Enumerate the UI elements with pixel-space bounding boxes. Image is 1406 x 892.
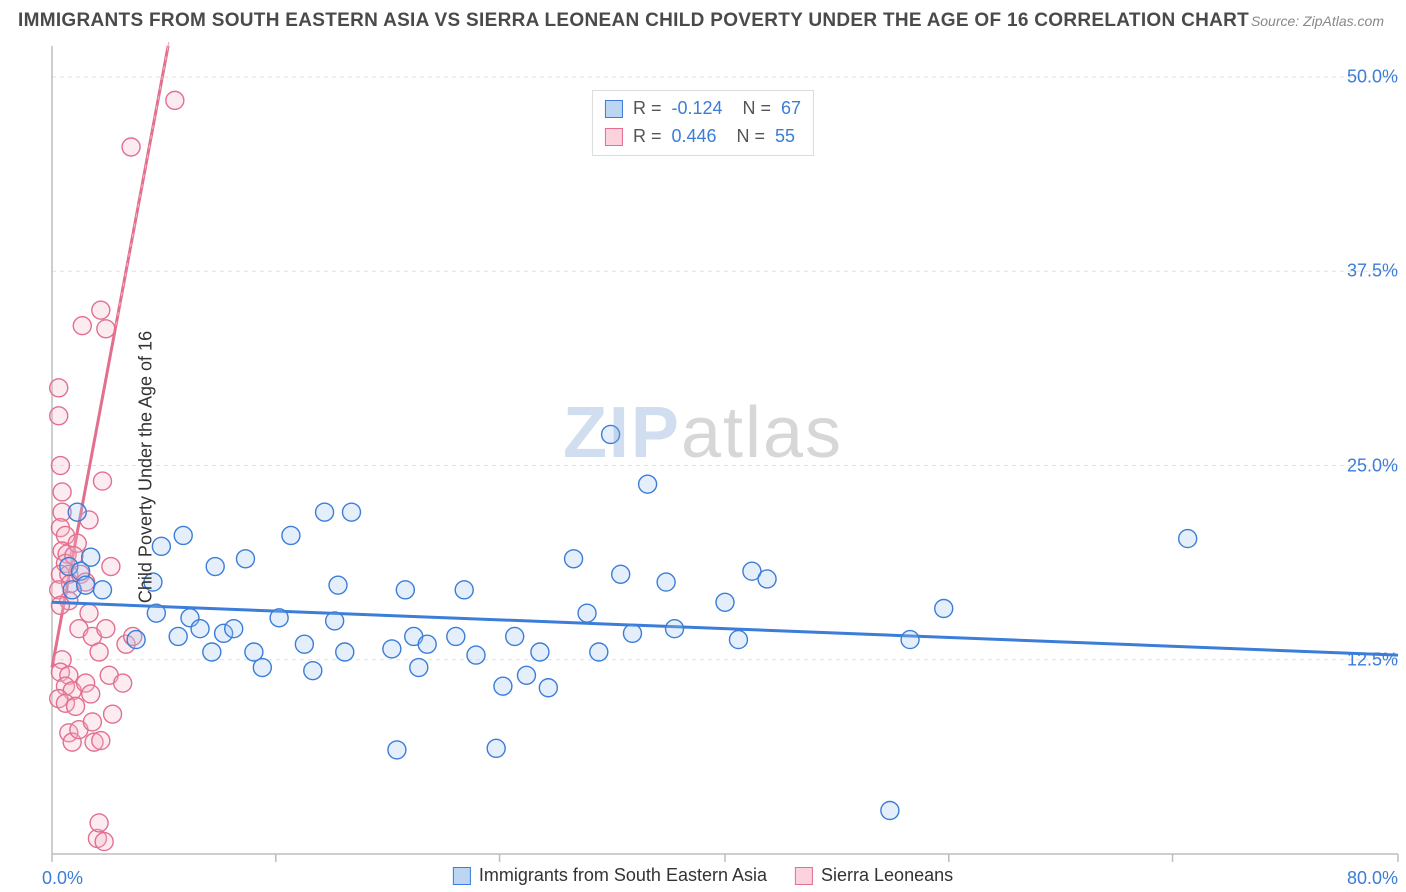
source-link[interactable]: ZipAtlas.com [1303,13,1384,29]
x-max-label: 80.0% [1347,868,1398,889]
chart-title: IMMIGRANTS FROM SOUTH EASTERN ASIA VS SI… [18,10,1249,32]
y-tick-label: 25.0% [1347,455,1398,476]
n-value-1: 67 [781,95,801,123]
y-tick-label: 50.0% [1347,67,1398,88]
legend-label-2: Sierra Leoneans [821,865,953,886]
bottom-legend: Immigrants from South Eastern Asia Sierr… [453,865,953,886]
chart-area: Child Poverty Under the Age of 16 ZIPatl… [0,42,1406,892]
swatch-series-1 [605,100,623,118]
legend-swatch-1 [453,867,471,885]
stats-row-series-1: R = -0.124 N = 67 [605,95,801,123]
n-label: N = [743,95,772,123]
n-value-2: 55 [775,123,795,151]
legend-item-2: Sierra Leoneans [795,865,953,886]
scatter-chart [0,42,1406,892]
r-value-2: 0.446 [671,123,716,151]
r-label: R = [633,95,662,123]
source-attribution: Source: ZipAtlas.com [1251,13,1384,29]
r-label: R = [633,123,662,151]
legend-item-1: Immigrants from South Eastern Asia [453,865,767,886]
stats-row-series-2: R = 0.446 N = 55 [605,123,801,151]
y-tick-label: 12.5% [1347,649,1398,670]
r-value-1: -0.124 [671,95,722,123]
y-tick-label: 37.5% [1347,261,1398,282]
x-min-label: 0.0% [42,868,83,889]
source-prefix: Source: [1251,13,1303,29]
swatch-series-2 [605,128,623,146]
legend-swatch-2 [795,867,813,885]
chart-header: IMMIGRANTS FROM SOUTH EASTERN ASIA VS SI… [0,0,1406,42]
n-label: N = [737,123,766,151]
legend-label-1: Immigrants from South Eastern Asia [479,865,767,886]
y-axis-label: Child Poverty Under the Age of 16 [136,331,157,603]
correlation-stats-box: R = -0.124 N = 67 R = 0.446 N = 55 [592,90,814,156]
